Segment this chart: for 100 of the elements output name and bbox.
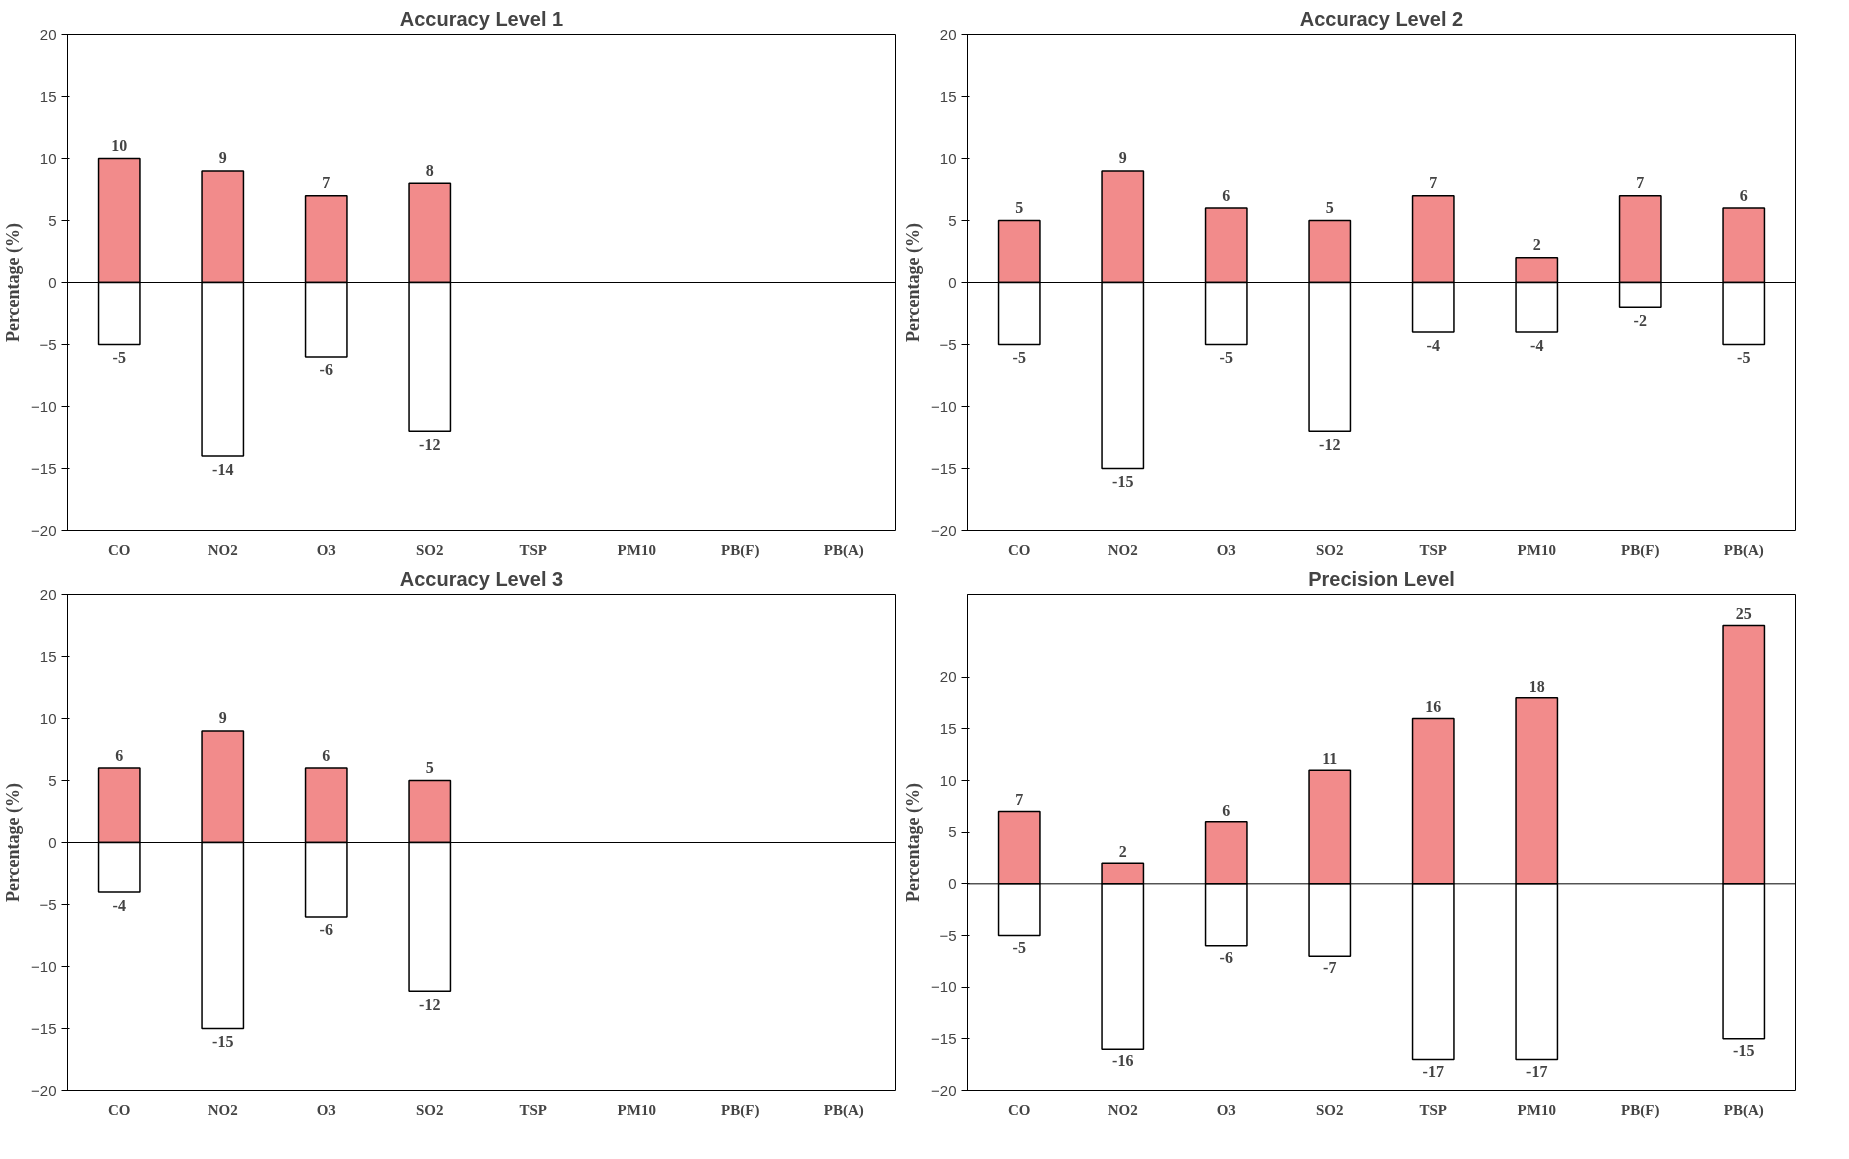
y-tick-label: 20 [39,25,57,43]
data-label: 11 [1322,749,1338,767]
data-label: 9 [1118,149,1127,167]
y-tick-label: 0 [48,833,57,851]
data-label: -15 [1733,1042,1755,1060]
y-axis-title: Percentage (%) [903,222,925,343]
x-tick-label: NO2 [207,1101,238,1118]
y-tick-label: −20 [931,1081,957,1099]
data-label: 7 [322,174,331,192]
x-tick-label: PB(A) [1723,541,1764,559]
x-tick-label: NO2 [1107,1101,1138,1118]
chart-title: Accuracy Level 2 [1299,7,1464,30]
data-label: -12 [419,435,441,453]
data-label: -5 [1012,348,1026,366]
y-tick-label: 10 [939,771,957,789]
y-tick-label: 5 [48,771,57,789]
y-tick-label: −5 [39,335,57,353]
data-label: -17 [1526,1062,1548,1080]
data-label: -4 [112,896,126,914]
y-tick-label: −20 [931,521,957,539]
data-label: -6 [319,921,333,939]
data-label: 6 [322,746,331,764]
data-label: -12 [1319,435,1341,453]
chart-title: Precision Level [1308,567,1455,590]
x-tick-label: PM10 [617,1101,656,1118]
y-tick-label: 20 [939,668,957,686]
data-label: -12 [419,995,441,1013]
data-label: 6 [1222,186,1231,204]
data-label: -17 [1422,1062,1444,1080]
data-label: -5 [112,348,126,366]
data-label: 18 [1528,677,1545,695]
data-label: 8 [425,161,434,179]
data-label: 7 [1636,174,1645,192]
data-label: 2 [1118,842,1127,860]
data-label: -5 [1012,938,1026,956]
y-tick-label: 15 [939,719,957,737]
y-tick-label: −20 [31,521,57,539]
x-tick-label: PM10 [617,541,656,558]
x-tick-label: PM10 [1517,541,1556,558]
y-tick-label: 0 [48,273,57,291]
y-tick-label: −15 [931,1029,957,1047]
y-tick-label: 15 [39,647,57,665]
y-axis-title: Percentage (%) [903,782,925,903]
x-tick-label: CO [1008,1101,1031,1118]
data-label: 25 [1735,605,1752,623]
x-tick-label: TSP [519,1101,548,1118]
x-tick-label: TSP [1419,1101,1448,1118]
x-tick-label: PB(F) [721,541,760,559]
y-tick-label: 5 [948,823,957,841]
data-label: -4 [1426,336,1440,354]
data-label: -15 [212,1032,234,1050]
x-tick-label: O3 [316,541,336,558]
x-tick-label: CO [1008,541,1031,558]
y-tick-label: 5 [48,211,57,229]
y-axis-title: Percentage (%) [3,222,25,343]
y-tick-label: 5 [948,211,957,229]
x-tick-label: NO2 [1107,541,1138,558]
y-tick-label: 15 [939,87,957,105]
y-tick-label: −20 [31,1081,57,1099]
y-tick-label: 10 [39,709,57,727]
data-label: 9 [218,149,227,167]
data-label: -5 [1219,348,1233,366]
data-label: -2 [1633,311,1647,329]
data-label: 6 [1739,186,1748,204]
data-label: 6 [115,746,124,764]
data-label: -6 [319,361,333,379]
data-label: 6 [1222,801,1231,819]
y-tick-label: 20 [39,585,57,603]
y-tick-label: −10 [31,957,57,975]
data-label: 5 [1015,199,1024,217]
y-tick-label: 20 [939,25,957,43]
data-label: 5 [1325,199,1334,217]
x-tick-label: SO2 [416,1101,444,1118]
x-tick-label: O3 [1216,541,1236,558]
x-tick-label: PB(A) [1723,1101,1764,1119]
y-tick-label: 10 [39,149,57,167]
x-tick-label: PB(A) [823,541,864,559]
data-label: 16 [1425,698,1442,716]
x-tick-label: O3 [1216,1101,1236,1118]
data-label: 9 [218,709,227,727]
data-label: -5 [1737,348,1751,366]
chart-title: Accuracy Level 3 [399,567,564,590]
y-tick-label: −10 [931,397,957,415]
chart-title: Accuracy Level 1 [399,7,564,30]
y-tick-label: −5 [39,895,57,913]
data-label: 10 [111,137,128,155]
y-tick-label: −5 [939,926,957,944]
y-tick-label: −5 [939,335,957,353]
y-tick-label: −15 [31,459,57,477]
x-tick-label: PB(F) [721,1101,760,1119]
data-label: -16 [1112,1052,1134,1070]
y-tick-label: 10 [939,149,957,167]
x-tick-label: CO [108,541,131,558]
y-tick-label: −15 [931,459,957,477]
x-tick-label: O3 [316,1101,336,1118]
x-tick-label: SO2 [1316,541,1344,558]
y-tick-label: 0 [948,874,957,892]
data-label: -4 [1530,336,1544,354]
x-tick-label: PB(F) [1621,1101,1660,1119]
y-axis-title: Percentage (%) [3,782,25,903]
